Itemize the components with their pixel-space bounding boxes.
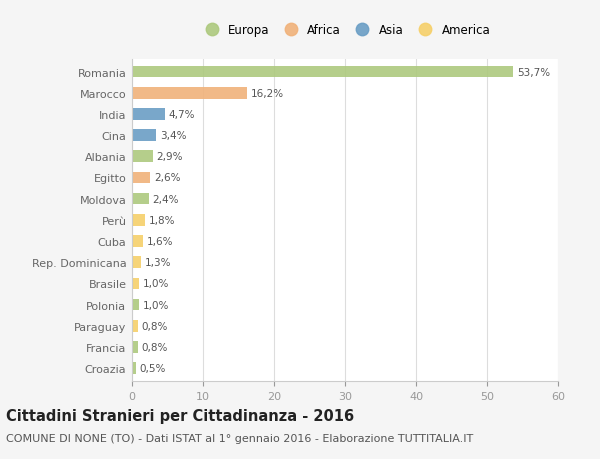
Text: 16,2%: 16,2% xyxy=(251,89,284,99)
Bar xyxy=(132,130,156,141)
Text: 4,7%: 4,7% xyxy=(169,110,196,120)
Bar xyxy=(132,257,141,269)
Text: 1,8%: 1,8% xyxy=(148,215,175,225)
Bar xyxy=(132,235,143,247)
Text: 0,5%: 0,5% xyxy=(139,363,166,373)
Text: 1,0%: 1,0% xyxy=(143,279,169,289)
Bar xyxy=(132,214,145,226)
Text: 0,8%: 0,8% xyxy=(141,342,167,352)
Text: 1,6%: 1,6% xyxy=(147,236,173,246)
Bar xyxy=(132,109,166,120)
Bar xyxy=(132,320,137,332)
Bar xyxy=(132,193,149,205)
Bar xyxy=(132,299,139,311)
Legend: Europa, Africa, Asia, America: Europa, Africa, Asia, America xyxy=(200,24,490,37)
Text: Cittadini Stranieri per Cittadinanza - 2016: Cittadini Stranieri per Cittadinanza - 2… xyxy=(6,408,354,423)
Text: 3,4%: 3,4% xyxy=(160,131,186,141)
Bar xyxy=(132,172,151,184)
Text: 2,9%: 2,9% xyxy=(156,152,182,162)
Text: 2,6%: 2,6% xyxy=(154,173,181,183)
Text: COMUNE DI NONE (TO) - Dati ISTAT al 1° gennaio 2016 - Elaborazione TUTTITALIA.IT: COMUNE DI NONE (TO) - Dati ISTAT al 1° g… xyxy=(6,433,473,442)
Bar xyxy=(132,67,513,78)
Text: 53,7%: 53,7% xyxy=(517,67,550,78)
Bar xyxy=(132,88,247,99)
Text: 0,8%: 0,8% xyxy=(141,321,167,331)
Bar xyxy=(132,278,139,290)
Text: 1,0%: 1,0% xyxy=(143,300,169,310)
Bar xyxy=(132,151,152,163)
Bar xyxy=(132,363,136,374)
Text: 2,4%: 2,4% xyxy=(152,194,179,204)
Text: 1,3%: 1,3% xyxy=(145,257,171,268)
Bar xyxy=(132,341,137,353)
